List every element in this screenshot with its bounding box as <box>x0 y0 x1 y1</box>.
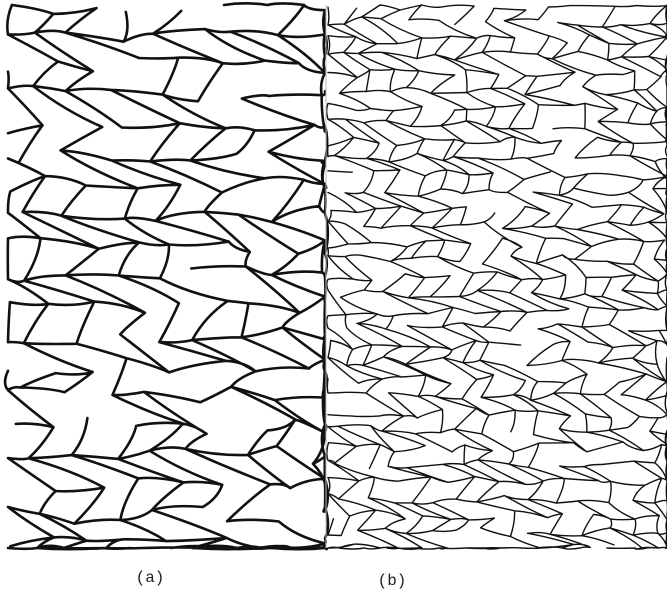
grain-boundaries <box>325 4 667 550</box>
panel-label: (b) <box>378 572 407 590</box>
panel-label: (a) <box>136 569 165 587</box>
panel-b-image <box>325 4 667 550</box>
